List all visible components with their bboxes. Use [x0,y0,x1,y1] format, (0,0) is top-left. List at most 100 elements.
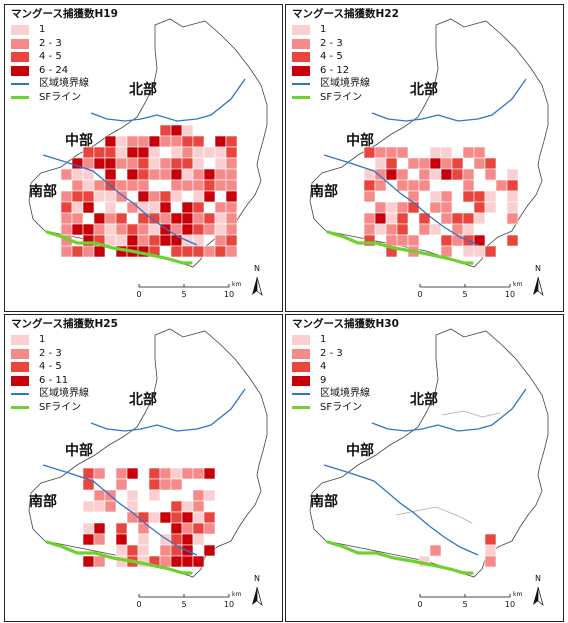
legend-label: SFライン [320,91,363,103]
capture-cell [93,212,106,225]
legend-swatch [292,25,310,36]
scale-unit: km [232,281,241,288]
capture-cell [181,467,194,480]
capture-cell [159,478,172,491]
capture-cell [214,179,227,192]
capture-cell [126,157,139,170]
capture-cell [181,135,194,148]
capture-cell [126,179,139,192]
capture-cell [104,223,117,236]
capture-cell [418,223,431,236]
capture-cell [93,555,106,568]
legend-label: 1 [39,334,46,346]
capture-cell [214,146,227,159]
legend-label: 2 - 3 [320,347,343,359]
capture-cell [374,157,387,170]
capture-cell [137,157,150,170]
capture-cell [385,157,398,170]
capture-cell [225,179,238,192]
region-label-central: 中部 [346,133,374,149]
boundary-line-north [371,78,527,122]
capture-cell [484,168,497,181]
capture-cell [396,201,409,214]
capture-cell [440,234,453,247]
region-label-south: 南部 [310,184,338,200]
capture-cell [137,533,150,546]
capture-cell [495,179,508,192]
scale-tick-label: 10 [224,290,234,299]
map-panel-h25: 0 5 10 km N マングース捕獲数H25 1 2 - 3 4 - 5 6 - 1… [4,314,283,622]
capture-cell [374,212,387,225]
capture-cell [225,190,238,203]
capture-cell [225,201,238,214]
capture-cell [203,467,216,480]
capture-cell [170,190,183,203]
capture-cell [170,555,183,568]
capture-cell [203,190,216,203]
capture-cell [374,146,387,159]
capture-cell [137,135,150,148]
region-label-south: 南部 [29,184,57,200]
scale-tick-label: 0 [136,290,141,299]
scale-tick-label: 0 [417,600,422,609]
legend-swatch [11,65,29,76]
capture-cell [82,223,95,236]
map-canvas: 0 5 10 km N [309,328,549,609]
capture-cell [192,533,205,546]
capture-cell [407,179,420,192]
capture-cell [214,212,227,225]
capture-cell [115,223,128,236]
capture-cell [170,478,183,491]
capture-cell [159,234,172,247]
capture-cell [181,500,194,513]
capture-cell [429,157,442,170]
capture-cell [126,146,139,159]
legend-swatch [292,38,310,49]
capture-cell [126,467,139,480]
legend-swatch [11,375,29,386]
capture-cell [71,212,84,225]
capture-cell [214,234,227,247]
capture-cell [385,212,398,225]
scale-unit: km [232,591,241,598]
legend-item: 6 - 24 [11,64,118,78]
legend-sf: SFライン [292,91,399,105]
capture-cell [137,190,150,203]
map-panel-h19: 0 5 10 km N マングース捕獲数H19 1 2 - 3 4 - 5 6 - 2… [4,4,283,312]
capture-cell [82,157,95,170]
north-arrow-icon: N [252,574,263,606]
scale-tick-label: 0 [417,290,422,299]
capture-cell [115,212,128,225]
capture-cell [451,212,464,225]
capture-cell [93,467,106,480]
capture-cell [396,146,409,159]
capture-cell [429,544,442,557]
capture-cell [115,157,128,170]
sf-line-swatch [292,406,310,410]
north-arrow-icon: N [533,264,544,296]
capture-cell [82,500,95,513]
capture-cell [363,212,376,225]
legend-label: SFライン [39,401,82,413]
legend-item: 2 - 3 [11,37,118,51]
region-label-north: 北部 [129,82,157,98]
boundary-line-north [90,388,246,432]
sf-line [45,230,193,265]
legend-label: 1 [39,24,46,36]
capture-cell [82,245,95,258]
capture-cell [192,179,205,192]
sf-line [326,230,474,265]
capture-cell [93,533,106,546]
capture-grid [60,124,238,258]
capture-cell [159,168,172,181]
capture-cell [363,223,376,236]
scale-tick-label: 5 [462,600,467,609]
capture-cell [181,124,194,137]
capture-cell [104,190,117,203]
region-label-north: 北部 [410,82,438,98]
scale-tick-label: 0 [136,600,141,609]
scale-unit: km [513,591,522,598]
capture-cell [159,212,172,225]
capture-cell [115,533,128,546]
capture-cell [214,201,227,214]
